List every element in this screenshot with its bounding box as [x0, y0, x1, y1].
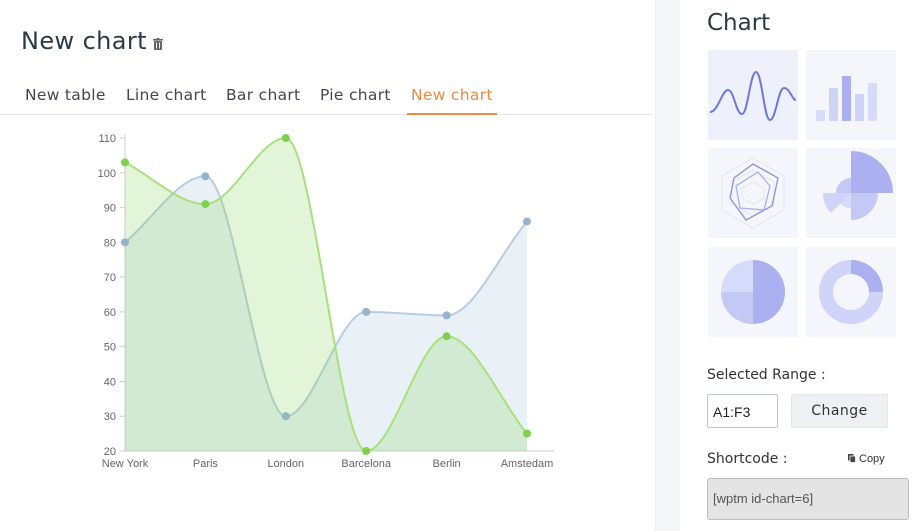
x-tick-label: Berlin [433, 458, 461, 470]
y-tick-label: 20 [104, 446, 116, 458]
series-1-point [201, 172, 210, 181]
y-tick-label: 110 [98, 133, 116, 145]
x-tick-label: Paris [193, 458, 219, 470]
y-tick-label: 90 [104, 203, 116, 215]
chart-tabs: New table Line chart Bar chart Pie chart… [0, 86, 652, 115]
series-2-point [362, 447, 371, 455]
series-1-point [281, 412, 290, 421]
x-tick-label: Barcelona [341, 458, 391, 470]
tab-new-table[interactable]: New table [25, 86, 106, 104]
selected-range-label: Selected Range : [707, 367, 826, 383]
y-tick-label: 50 [104, 342, 116, 354]
tab-bar-chart[interactable]: Bar chart [226, 86, 301, 104]
copy-icon [848, 454, 856, 463]
pie-chart-icon[interactable] [708, 247, 798, 337]
sidebar-title: Chart [707, 10, 771, 36]
x-tick-label: Amstedam [501, 458, 554, 470]
y-tick-label: 70 [104, 272, 116, 284]
tab-line-chart[interactable]: Line chart [126, 86, 207, 104]
series-1-point [442, 311, 451, 320]
x-tick-label: New York [102, 458, 149, 470]
y-tick-label: 60 [104, 307, 116, 319]
trash-icon[interactable] [153, 38, 163, 50]
editor-panel: New chart New table Line chart Bar chart… [0, 0, 656, 531]
tab-new-chart[interactable]: New chart [407, 86, 497, 115]
series-2-point [201, 200, 210, 209]
x-tick-label: London [267, 458, 304, 470]
y-tick-label: 80 [104, 237, 116, 249]
area-chart: 20 30 40 50 60 70 80 90 100 110 New York Paris Londo… [98, 133, 554, 470]
y-tick-label: 30 [104, 411, 116, 423]
page-title: New chart [21, 27, 147, 55]
bar-chart-icon[interactable] [806, 50, 896, 140]
copy-button[interactable]: Copy [848, 453, 885, 465]
series-1-point [121, 238, 129, 247]
series-1-area [125, 176, 527, 451]
radar-chart-icon[interactable] [708, 148, 798, 238]
series-2-point [281, 134, 290, 142]
copy-label: Copy [859, 453, 885, 465]
series-1-point [523, 217, 531, 226]
series-2-point [121, 158, 129, 167]
y-tick-label: 100 [98, 168, 116, 180]
shortcode-field[interactable]: [wptm id-chart=6] [707, 478, 909, 520]
wave-line-chart-icon[interactable] [708, 50, 798, 140]
change-button[interactable]: Change [791, 394, 888, 428]
series-1-point [362, 307, 371, 316]
polar-area-chart-icon[interactable] [806, 148, 896, 238]
shortcode-label: Shortcode : [707, 451, 788, 467]
series-2-point [523, 429, 531, 438]
series-2-point [442, 332, 451, 341]
doughnut-chart-icon[interactable] [806, 247, 896, 337]
tab-pie-chart[interactable]: Pie chart [320, 86, 391, 104]
range-input[interactable]: A1:F3 [707, 394, 778, 428]
y-tick-label: 40 [104, 376, 116, 388]
